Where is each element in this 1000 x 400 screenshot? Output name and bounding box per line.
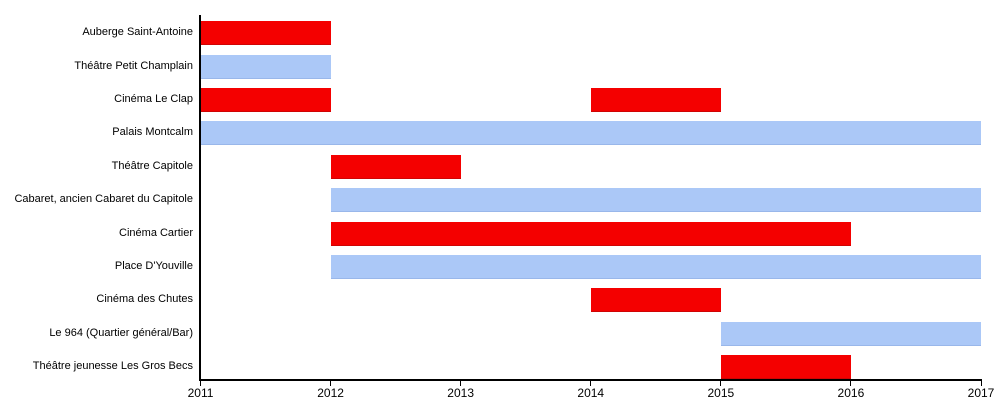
x-axis-tick — [590, 380, 592, 386]
x-tick-label: 2013 — [447, 386, 474, 400]
timeline-bar-red — [330, 154, 461, 179]
row-label: Théâtre Petit Champlain — [74, 59, 193, 72]
x-axis-tick — [980, 380, 982, 386]
timeline-bar-blue — [330, 188, 981, 213]
row-label: Le 964 (Quartier général/Bar) — [49, 326, 193, 339]
timeline-bar-red — [200, 88, 331, 112]
x-axis-tick — [850, 380, 852, 386]
row-label: Auberge Saint-Antoine — [82, 26, 193, 39]
x-tick-label: 2015 — [707, 386, 735, 400]
row-label: Palais Montcalm — [112, 126, 193, 139]
timeline-bar-blue — [200, 121, 981, 146]
x-tick-label: 2016 — [837, 386, 865, 400]
x-axis-tick — [720, 380, 722, 386]
x-tick-label: 2014 — [577, 386, 605, 400]
x-tick-label: 2012 — [317, 386, 344, 400]
row-label: Cabaret, ancien Cabaret du Capitole — [14, 193, 193, 206]
timeline-bar-blue — [330, 255, 981, 279]
timeline-bar-red — [200, 21, 331, 46]
timeline-bar-red — [590, 88, 721, 112]
timeline-bar-blue — [720, 321, 981, 346]
x-axis-tick — [330, 380, 332, 386]
row-label: Cinéma Cartier — [119, 226, 193, 239]
timeline-bar-red — [590, 288, 721, 313]
x-axis-tick — [200, 380, 201, 386]
y-axis-line — [198, 15, 201, 380]
timeline-bar-blue — [200, 54, 331, 79]
x-tick-label: 2011 — [187, 386, 214, 400]
x-axis-tick — [460, 380, 462, 386]
row-label: Cinéma Le Clap — [114, 93, 193, 105]
row-label: Place D'Youville — [114, 260, 193, 272]
row-label: Cinéma des Chutes — [96, 293, 193, 306]
timeline-bar-red — [330, 221, 851, 246]
row-label: Théâtre Capitole — [111, 159, 193, 172]
x-tick-label: 2017 — [967, 386, 995, 400]
timeline-bar-red — [720, 355, 851, 380]
row-label: Théâtre jeunesse Les Gros Becs — [32, 360, 193, 373]
